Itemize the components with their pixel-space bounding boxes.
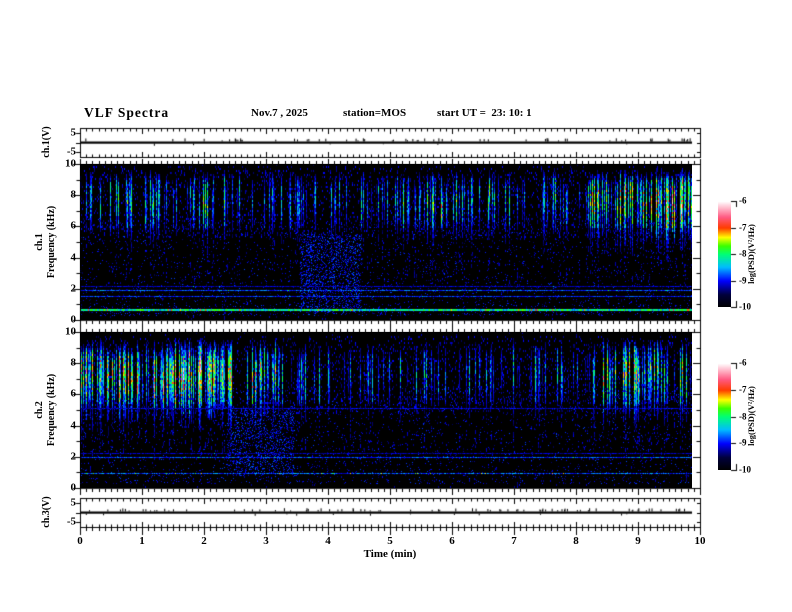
colorbar1-tick-label: -6 (739, 195, 747, 206)
ch3-wave-ylabel: ch.3(V) (41, 496, 52, 528)
time-tick-label: 3 (263, 535, 269, 547)
colorbar2-tick-label: -7 (739, 384, 747, 395)
sp2-ytick-label: 2 (70, 450, 77, 463)
x-axis-label: Time (min) (363, 548, 417, 560)
colorbar-ch1-label: log(PSD)(V²/Hz) (745, 224, 756, 284)
ch1-wave-ytick-label: -5 (66, 145, 76, 158)
time-tick-label: 7 (511, 535, 517, 547)
ch1-wave-ylabel: ch.1(V) (41, 126, 52, 158)
header-station: station=MOS (343, 107, 407, 119)
colorbar2-tick-label: -10 (739, 464, 751, 475)
colorbar1-tick-label: -8 (739, 248, 747, 259)
time-tick-label: 4 (325, 535, 331, 547)
colorbar1-tick-label: -10 (739, 301, 751, 312)
sp1-ylabel-frequency: Frequency (kHz) (46, 205, 57, 279)
sp2-ytick-label: 0 (70, 481, 77, 494)
colorbar1-tick-label: -7 (739, 222, 747, 232)
time-tick-label: 5 (387, 535, 393, 547)
sp2-ytick-label: 8 (70, 356, 77, 369)
ch1-wave-ytick-label: 5 (70, 126, 77, 139)
time-tick-label: 2 (201, 535, 207, 547)
sp2-ylabel-channel: ch.2 (34, 401, 45, 419)
time-tick-label: 0 (77, 535, 83, 547)
figure-title: VLF Spectra (84, 105, 170, 120)
header-start-ut: start UT = 23: 10: 1 (437, 107, 532, 119)
ch3-wave-ytick-label: 5 (70, 496, 77, 509)
time-tick-label: 6 (449, 535, 455, 547)
sp1-ytick-label: 4 (70, 251, 77, 264)
sp1-ytick-label: 0 (70, 313, 77, 326)
sp1-ytick-label: 6 (70, 219, 77, 232)
colorbar2-tick-label: -9 (739, 437, 747, 448)
sp1-ytick-label: 2 (70, 282, 77, 295)
colorbar-ch2-label: log(PSD)(V²/Hz) (745, 386, 756, 446)
sp2-ytick-label: 4 (70, 419, 77, 432)
sp2-ylabel-frequency: Frequency (kHz) (46, 373, 57, 447)
sp2-ytick-label: 6 (70, 387, 77, 400)
time-tick-label: 9 (635, 535, 641, 547)
time-tick-label: 1 (139, 535, 145, 547)
time-tick-label: 10 (694, 535, 706, 547)
colorbar2-tick-label: -6 (739, 357, 747, 368)
colorbar2-tick-label: -8 (739, 411, 747, 421)
sp2-ytick-label: 10 (65, 325, 76, 338)
time-tick-label: 8 (573, 535, 579, 547)
sp1-ytick-label: 10 (65, 157, 76, 170)
sp1-ylabel-channel: ch.1 (34, 233, 45, 251)
ch3-wave-ytick-label: -5 (66, 515, 76, 528)
header-date: Nov.7 , 2025 (251, 107, 308, 119)
colorbar1-tick-label: -9 (739, 275, 747, 285)
sp1-ytick-label: 8 (70, 188, 77, 201)
